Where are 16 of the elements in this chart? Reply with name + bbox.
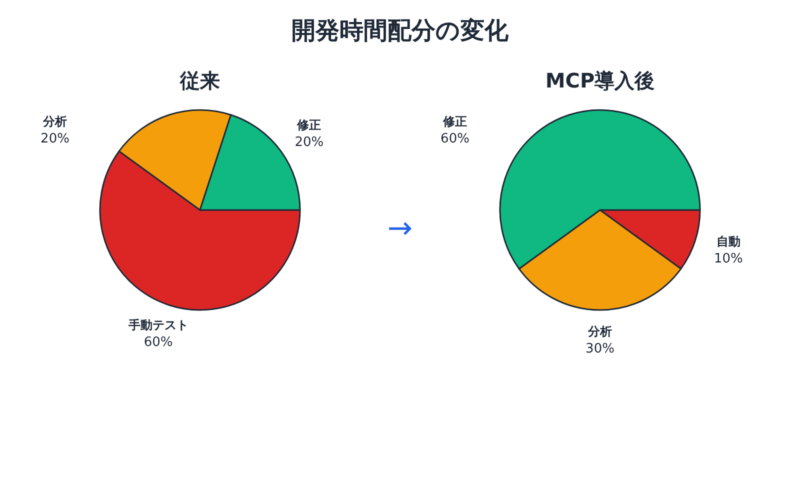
slice-label: 分析 [587, 324, 612, 338]
chart-title: 従来 [179, 68, 220, 92]
data-label: 10% [714, 252, 743, 267]
text: → [387, 211, 413, 246]
slice-label: 修正 [442, 114, 467, 128]
data-label: 20% [294, 135, 324, 150]
data-label: 60% [144, 335, 173, 350]
slice-label: 手動テスト [127, 318, 188, 332]
text: 開発時間配分の変化 [292, 16, 510, 45]
data-label: 60% [440, 132, 470, 147]
chart-title: MCP導入後 [545, 68, 655, 92]
slice-label: 分析 [42, 114, 67, 128]
data-label: 30% [586, 342, 614, 357]
slice-label: 修正 [296, 118, 322, 132]
slice-label: 自動 [716, 234, 740, 248]
data-label: 20% [40, 132, 70, 147]
